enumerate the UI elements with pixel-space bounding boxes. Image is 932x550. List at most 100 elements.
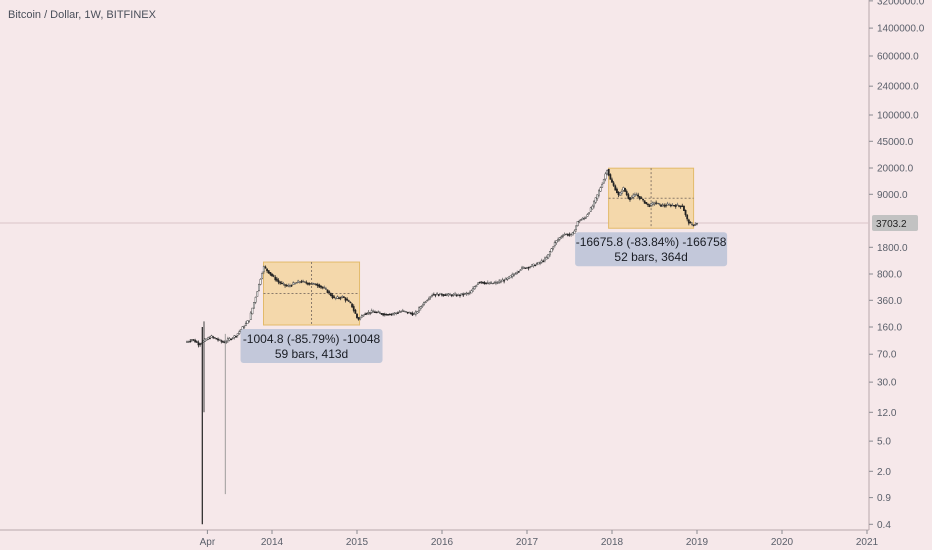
candle-body-101 — [351, 303, 353, 308]
candle-body-299 — [674, 205, 677, 207]
candle-body-102 — [352, 306, 355, 311]
price-axis[interactable]: 3200000.0 1400000.0 600000.0 240000.0 100000… — [869, 0, 925, 531]
candle-body-81 — [318, 284, 321, 288]
candle-body-166 — [457, 294, 460, 296]
candle-body-227 — [557, 239, 559, 242]
candle-body-2 — [189, 340, 192, 342]
candle-body-309 — [691, 223, 693, 226]
candle-body-266 — [620, 191, 623, 194]
candle-body-106 — [359, 316, 362, 320]
candle-body-271 — [629, 197, 631, 200]
candle-body-104 — [356, 313, 358, 318]
candle-body-246 — [588, 212, 591, 215]
candle-body-78 — [313, 283, 316, 285]
time-axis[interactable]: Apr 2014 2015 2016 2017 2018 2019 2020 2021 — [200, 530, 879, 548]
candle-body-185 — [488, 283, 491, 285]
candle-body-221 — [547, 254, 550, 259]
drawdown-label-box-0 — [240, 329, 383, 364]
candle-body-260 — [611, 179, 613, 183]
candle-body-275 — [635, 194, 638, 196]
candle-body-22 — [222, 341, 224, 343]
candle-body-55 — [276, 278, 278, 281]
candle-body-176 — [473, 286, 476, 290]
candle-body-26 — [228, 338, 231, 341]
candle-body-214 — [535, 263, 538, 265]
candle-body-44 — [258, 283, 260, 291]
candle-body-153 — [436, 293, 438, 295]
candle-body-173 — [468, 292, 471, 294]
candle-body-289 — [658, 203, 661, 205]
candle-body-230 — [562, 235, 564, 237]
last-price-label: 3703.2 — [876, 219, 907, 230]
candle-body-93 — [338, 297, 340, 299]
candle-body-39 — [249, 312, 252, 320]
drawdown-label-line2-0: 59 bars, 413d — [275, 347, 348, 361]
candle-body-54 — [274, 277, 277, 281]
candle-body-50 — [267, 270, 270, 274]
y-tick-label-12: 70.0 — [877, 350, 897, 361]
candle-body-159 — [446, 294, 448, 296]
x-tick-label-6: 2019 — [686, 537, 709, 548]
x-tick-label-1: 2014 — [261, 537, 284, 548]
candle-body-288 — [656, 202, 659, 205]
candle-body-280 — [643, 200, 646, 204]
candle-body-16 — [212, 336, 215, 338]
candle-body-220 — [545, 257, 548, 260]
candle-body-24 — [225, 341, 228, 343]
candle-body-115 — [374, 311, 376, 313]
candle-body-179 — [478, 282, 481, 284]
candle-body-99 — [347, 300, 350, 302]
candle-body-109 — [364, 313, 367, 315]
candle-body-287 — [655, 202, 658, 204]
candle-body-240 — [578, 220, 581, 223]
candle-body-237 — [573, 230, 576, 234]
candle-body-238 — [575, 225, 577, 230]
candle-body-201 — [514, 273, 517, 275]
candle-body-97 — [344, 297, 347, 301]
candle-body-70 — [300, 281, 303, 283]
y-tick-label-14: 12.0 — [877, 408, 897, 419]
candle-body-124 — [388, 313, 391, 316]
candle-body-270 — [627, 194, 630, 199]
y-tick-label-16: 2.0 — [877, 467, 891, 478]
candle-body-87 — [328, 291, 331, 293]
candle-body-76 — [310, 283, 313, 285]
candle-body-308 — [689, 221, 692, 224]
candle-body-47 — [262, 266, 265, 273]
chart-title: Bitcoin / Dollar, 1W, BITFINEX — [8, 9, 157, 21]
x-tick-label-0: Apr — [200, 537, 216, 548]
candle-body-257 — [606, 170, 608, 175]
candle-body-58 — [280, 282, 283, 285]
candle-body-172 — [467, 292, 470, 295]
candle-body-14 — [208, 337, 211, 340]
candle-body-3 — [191, 339, 193, 341]
candle-body-259 — [609, 174, 612, 180]
candle-body-148 — [428, 298, 430, 300]
candle-body-197 — [508, 276, 510, 279]
candle-body-98 — [346, 299, 349, 301]
candle-body-225 — [553, 242, 556, 247]
candle-body-73 — [305, 282, 308, 284]
candle-body-254 — [601, 183, 604, 188]
candle-body-235 — [570, 233, 573, 236]
candle-body-72 — [303, 281, 306, 283]
y-tick-label-4: 100000.0 — [877, 111, 919, 122]
x-tick-label-4: 2017 — [516, 537, 539, 548]
candle-body-157 — [442, 294, 445, 296]
candle-body-107 — [361, 315, 363, 318]
candle-body-204 — [519, 269, 522, 271]
candle-body-67 — [295, 282, 298, 284]
y-tick-label-9: 800.0 — [877, 270, 902, 281]
candle-body-267 — [622, 187, 625, 191]
candle-body-207 — [524, 267, 527, 269]
candle-body-85 — [325, 288, 327, 290]
y-tick-label-6: 20000.0 — [877, 164, 914, 175]
candle-body-300 — [676, 204, 679, 206]
candle-body-140 — [414, 311, 417, 315]
candle-body-256 — [604, 173, 607, 180]
candle-body-37 — [246, 320, 249, 324]
candle-body-193 — [501, 279, 504, 282]
candle-body-127 — [393, 312, 396, 314]
